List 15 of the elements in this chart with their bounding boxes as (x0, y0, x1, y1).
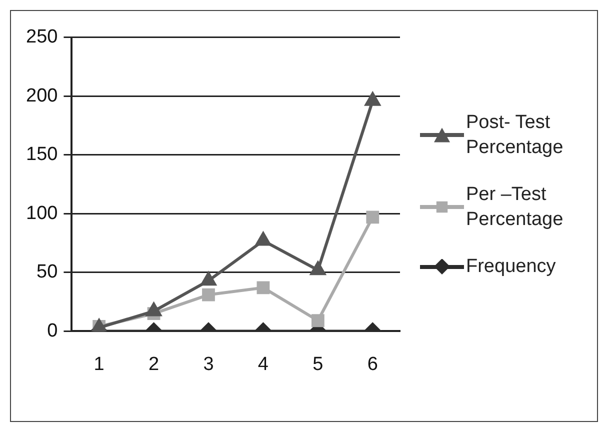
x-tick-label: 6 (367, 354, 378, 375)
y-tick-label: 50 (36, 262, 58, 283)
x-tick-label: 2 (148, 354, 160, 375)
x-tick-label: 4 (258, 354, 269, 375)
legend-label: Post- Test Percentage (466, 111, 564, 160)
y-tick-label: 100 (26, 202, 58, 224)
y-tick-label: 250 (26, 26, 58, 48)
legend-label: Per –Test Percentage (466, 183, 564, 232)
legend-label: Frequency (466, 255, 556, 279)
x-tick-label: 1 (94, 354, 104, 375)
y-tick-label: 200 (26, 85, 58, 106)
x-tick-label: 5 (312, 354, 324, 375)
x-tick-label: 3 (203, 354, 214, 375)
y-tick-label: 0 (47, 320, 58, 342)
y-tick-label: 150 (26, 144, 58, 166)
